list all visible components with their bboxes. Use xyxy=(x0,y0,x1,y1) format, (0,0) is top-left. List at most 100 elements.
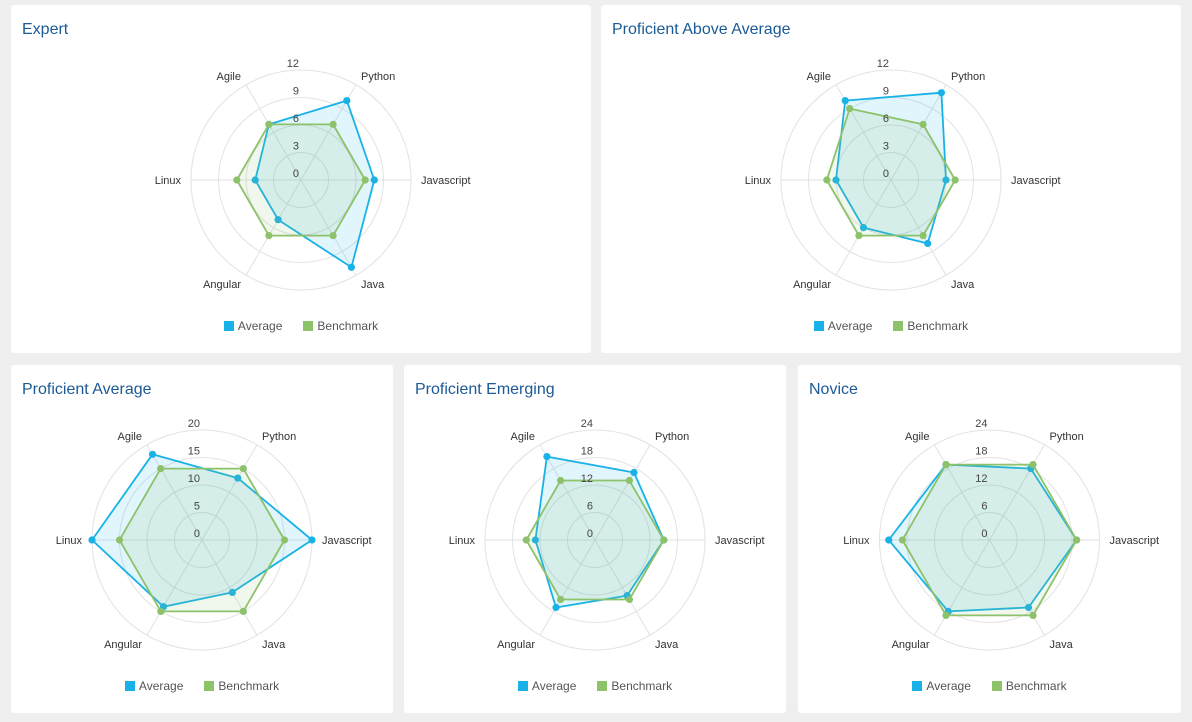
benchmark-point-linux[interactable] xyxy=(823,176,831,184)
benchmark-point-javascript[interactable] xyxy=(1073,536,1081,544)
legend-swatch-benchmark xyxy=(303,321,314,331)
tick-label-0: 0 xyxy=(883,168,889,180)
average-point-linux[interactable] xyxy=(251,176,259,184)
tick-label-3: 3 xyxy=(293,141,299,153)
radar-grid xyxy=(484,429,706,651)
tick-label-3: 3 xyxy=(883,141,889,153)
series-average xyxy=(832,89,950,248)
average-point-angular[interactable] xyxy=(552,603,560,612)
average-point-linux[interactable] xyxy=(88,536,96,544)
grid-spoke-angular xyxy=(934,539,990,636)
axis-label-javascript: Javascript xyxy=(1110,535,1160,547)
benchmark-point-javascript[interactable] xyxy=(280,536,289,544)
benchmark-point-python[interactable] xyxy=(329,120,337,128)
benchmark-point-javascript[interactable] xyxy=(660,536,668,544)
axis-label-linux: Linux xyxy=(449,535,476,547)
average-point-python[interactable] xyxy=(937,89,945,97)
tick-label-0: 0 xyxy=(194,528,200,540)
tick-label-9: 9 xyxy=(293,86,299,98)
axis-label-angular: Angular xyxy=(892,639,930,651)
benchmark-point-agile[interactable] xyxy=(942,461,950,469)
tick-label-6: 6 xyxy=(981,501,987,513)
average-point-java[interactable] xyxy=(228,588,236,596)
proficient-above-average-card: Proficient Above Average 0 3 6 9 12 Python Jav… xyxy=(601,5,1181,353)
legend-item-average[interactable]: Average xyxy=(912,679,971,693)
legend-label-benchmark: Benchmark xyxy=(611,679,673,693)
legend-label-average: Average xyxy=(237,319,283,333)
grid-spoke-python xyxy=(594,444,651,541)
benchmark-point-python[interactable] xyxy=(919,120,927,128)
axis-label-angular: Angular xyxy=(793,279,831,291)
axis-label-python: Python xyxy=(655,431,689,443)
average-point-angular[interactable] xyxy=(274,216,282,224)
legend-item-average[interactable]: Average xyxy=(813,319,872,333)
average-point-javascript[interactable] xyxy=(370,176,378,184)
legend-item-average[interactable]: Average xyxy=(517,679,576,693)
benchmark-point-javascript[interactable] xyxy=(361,176,369,184)
legend-item-benchmark[interactable]: Benchmark xyxy=(597,679,672,693)
benchmark-point-python[interactable] xyxy=(625,476,633,485)
legend-item-average[interactable]: Average xyxy=(124,679,183,693)
tick-label-24: 24 xyxy=(581,418,593,430)
average-point-linux[interactable] xyxy=(531,536,539,544)
benchmark-point-python[interactable] xyxy=(239,465,247,473)
benchmark-point-linux[interactable] xyxy=(522,536,530,544)
benchmark-point-java[interactable] xyxy=(625,595,633,604)
axis-label-javascript: Javascript xyxy=(1011,175,1061,187)
benchmark-point-java[interactable] xyxy=(239,607,247,615)
average-point-python[interactable] xyxy=(234,474,242,482)
average-point-agile[interactable] xyxy=(841,97,849,105)
benchmark-point-angular[interactable] xyxy=(265,232,273,240)
average-point-agile[interactable] xyxy=(148,450,157,458)
legend-item-benchmark[interactable]: Benchmark xyxy=(303,319,378,333)
legend-label-average: Average xyxy=(926,679,971,693)
benchmark-point-javascript[interactable] xyxy=(951,176,959,184)
average-point-agile[interactable] xyxy=(543,453,551,461)
average-point-python[interactable] xyxy=(630,468,638,477)
average-point-angular[interactable] xyxy=(859,224,868,232)
legend-item-average[interactable]: Average xyxy=(223,319,283,333)
benchmark-point-python[interactable] xyxy=(1029,461,1037,469)
benchmark-point-java[interactable] xyxy=(329,232,337,240)
benchmark-point-linux[interactable] xyxy=(233,176,241,184)
benchmark-point-java[interactable] xyxy=(919,232,927,240)
legend-item-benchmark[interactable]: Benchmark xyxy=(893,319,968,333)
axis-label-linux: Linux xyxy=(155,175,182,187)
average-point-javascript[interactable] xyxy=(308,536,316,544)
benchmark-point-angular[interactable] xyxy=(855,232,863,240)
chart-legend: Average Benchmark xyxy=(601,319,1181,333)
benchmark-point-java[interactable] xyxy=(1029,611,1037,619)
legend-swatch-average xyxy=(813,321,824,331)
benchmark-point-agile[interactable] xyxy=(265,120,273,128)
average-point-linux[interactable] xyxy=(832,176,840,184)
chart-legend: Average Benchmark xyxy=(798,679,1181,693)
legend-item-benchmark[interactable]: Benchmark xyxy=(204,679,279,693)
grid-spoke-agile xyxy=(245,84,302,181)
axis-label-linux: Linux xyxy=(745,175,772,187)
tick-label-0: 0 xyxy=(981,528,987,540)
benchmark-point-agile[interactable] xyxy=(557,476,565,485)
average-point-javascript[interactable] xyxy=(942,176,950,184)
benchmark-point-angular[interactable] xyxy=(557,595,565,604)
benchmark-point-angular[interactable] xyxy=(942,611,950,619)
expert-card: Expert 0 3 6 9 12 Python Javascript Java Angular… xyxy=(11,5,591,353)
benchmark-point-agile[interactable] xyxy=(157,465,165,473)
benchmark-point-agile[interactable] xyxy=(846,105,854,113)
average-point-java[interactable] xyxy=(347,263,355,271)
grid-spoke-java xyxy=(300,179,357,276)
proficient-average-radar-chart: 0 5 10 15 20 Python Javascript Java Angular Linux… xyxy=(56,418,372,651)
average-point-python[interactable] xyxy=(343,97,351,105)
average-point-java[interactable] xyxy=(1024,603,1033,612)
average-point-java[interactable] xyxy=(924,239,932,248)
average-point-linux[interactable] xyxy=(885,536,893,544)
tick-label-12: 12 xyxy=(975,473,987,485)
legend-swatch-average xyxy=(223,321,234,331)
tick-label-9: 9 xyxy=(883,86,889,98)
benchmark-point-linux[interactable] xyxy=(898,536,906,544)
benchmark-point-linux[interactable] xyxy=(115,536,124,544)
grid-spoke-python xyxy=(890,84,947,181)
legend-item-benchmark[interactable]: Benchmark xyxy=(991,679,1067,693)
benchmark-point-angular[interactable] xyxy=(157,607,165,615)
legend-swatch-benchmark xyxy=(991,681,1002,691)
axis-label-javascript: Javascript xyxy=(322,535,372,547)
